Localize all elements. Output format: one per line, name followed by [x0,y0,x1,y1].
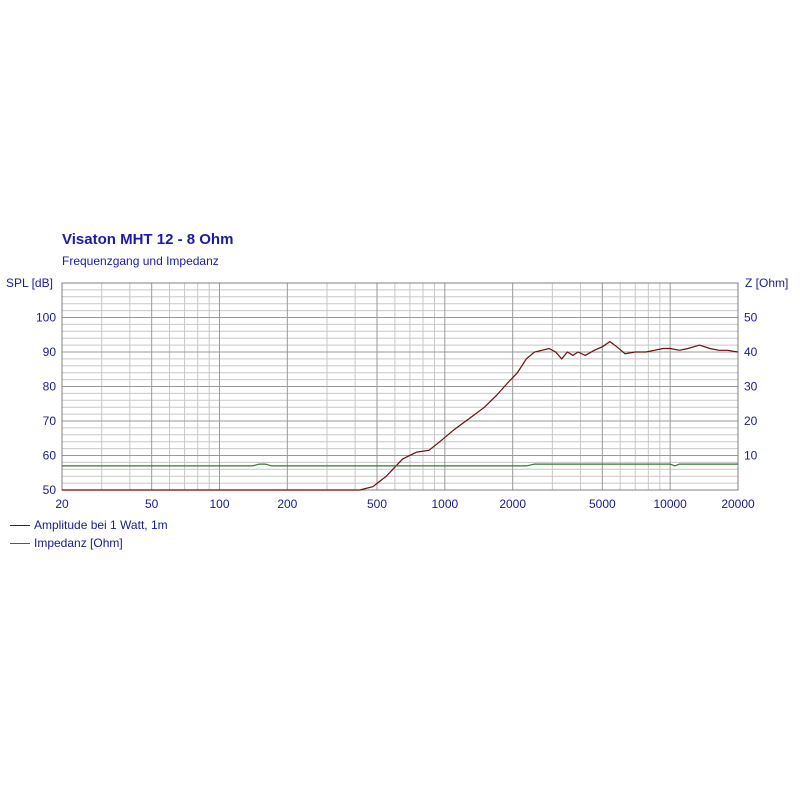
x-tick-label: 20000 [721,497,755,511]
y-tick-label-right: 40 [744,345,758,359]
x-tick-label: 200 [277,497,297,511]
legend-label-impedance: Impedanz [Ohm] [34,536,123,550]
y-tick-label-left: 90 [43,345,57,359]
y-axis-label-right: Z [Ohm] [745,276,788,290]
y-tick-label-left: 80 [43,380,57,394]
impedance-line [62,463,738,467]
y-tick-label-left: 70 [43,414,57,428]
y-axis-label-left: SPL [dB] [6,276,53,290]
amplitude-line [62,340,739,491]
y-tick-label-right: 50 [744,311,758,325]
legend-item-impedance: Impedanz [Ohm] [10,536,123,550]
y-tick-label-right: 10 [744,449,758,463]
y-tick-label-right: 20 [744,414,758,428]
chart-title: Visaton MHT 12 - 8 Ohm [62,231,234,248]
y-tick-label-left: 60 [43,449,57,463]
x-tick-label: 100 [209,497,229,511]
x-tick-label: 50 [145,497,159,511]
x-tick-label: 20 [55,497,69,511]
y-tick-label-left: 50 [43,483,57,497]
plot-frame [61,282,739,491]
x-tick-label: 1000 [431,497,458,511]
y-tick-label-right: 30 [744,380,758,394]
chart-subtitle: Frequenzgang und Impedanz [62,254,219,268]
x-tick-label: 500 [367,497,387,511]
y-tick-label-left: 100 [36,311,56,325]
legend-swatch-amplitude [10,525,30,527]
legend-swatch-impedance [10,543,30,545]
legend-item-amplitude: Amplitude bei 1 Watt, 1m [10,518,168,532]
x-tick-label: 2000 [499,497,526,511]
x-tick-label: 5000 [589,497,616,511]
x-tick-label: 10000 [653,497,687,511]
legend-label-amplitude: Amplitude bei 1 Watt, 1m [34,518,168,532]
